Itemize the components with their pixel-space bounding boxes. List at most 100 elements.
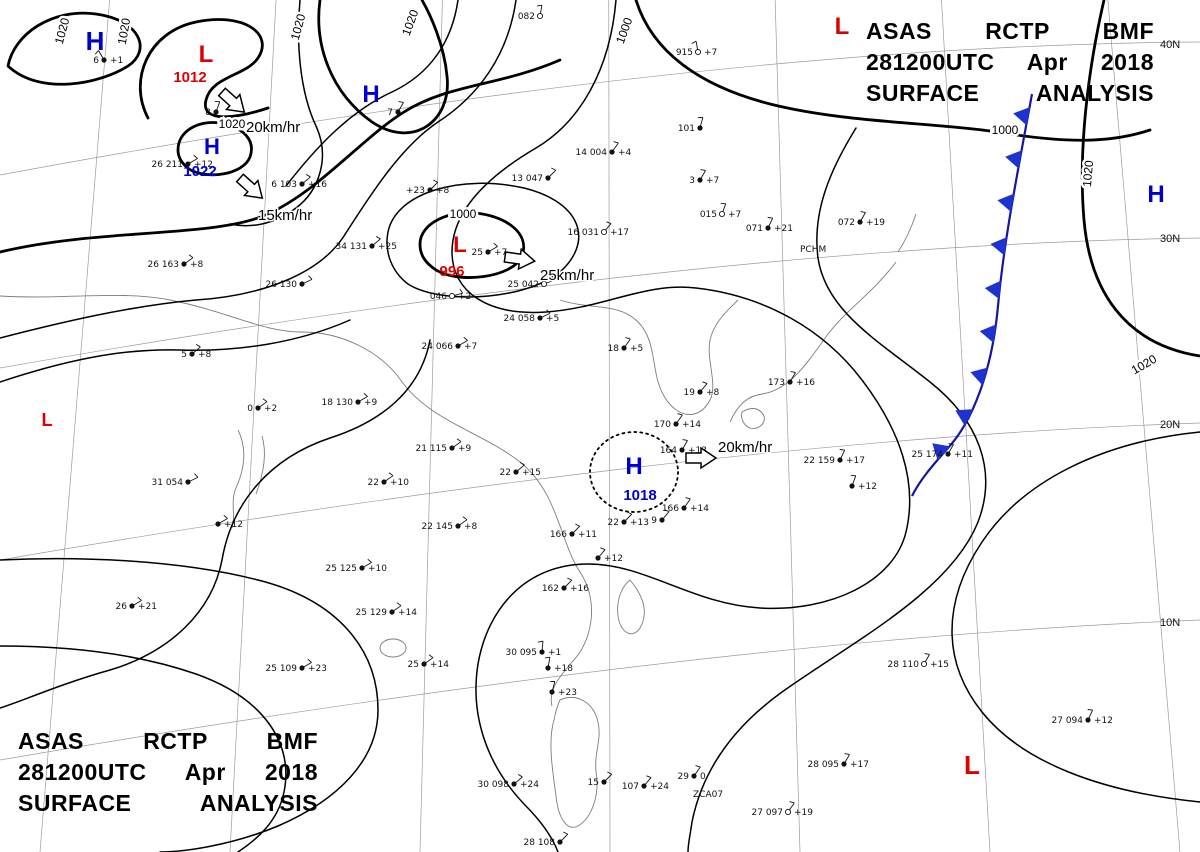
- station-circle: [181, 261, 187, 267]
- station-circle: [681, 505, 687, 511]
- station-circle: [395, 109, 401, 115]
- wind-barb-tick: [790, 371, 796, 373]
- station-plot: 25 109 +23: [266, 658, 327, 674]
- station-value: 164: [660, 446, 677, 456]
- wind-barb-tick: [550, 276, 555, 281]
- station-plot: 25 125 +10: [326, 558, 387, 574]
- station-value: +21: [138, 602, 157, 612]
- station-plot: 13 047: [512, 167, 557, 184]
- station-value: +15: [930, 660, 949, 670]
- station-value: 16 031: [568, 228, 600, 238]
- station-value: +14: [430, 660, 449, 670]
- isobar-1020-high-cell: [317, 0, 449, 135]
- station-circle: [448, 292, 456, 300]
- isobar-thin-3: [0, 0, 517, 339]
- pressure-center-value: 1018: [623, 487, 656, 504]
- wind-barb-tick: [194, 473, 199, 478]
- station-value: 22: [608, 518, 619, 528]
- station-value: 173: [768, 378, 785, 388]
- isobar-1000-west: [0, 58, 562, 254]
- station-value: +12: [604, 554, 623, 564]
- station-circle: [539, 649, 545, 655]
- station-circle: [129, 603, 135, 609]
- station-value: +12: [194, 160, 213, 170]
- station-value: +5: [546, 314, 559, 324]
- station-value: 26 130: [266, 280, 298, 290]
- station-circle: [945, 451, 951, 457]
- low-pressure-center: L: [199, 41, 214, 68]
- cold-front-triangle: [932, 443, 951, 461]
- wind-barb-tick: [398, 101, 404, 103]
- station-value: 6: [93, 56, 99, 66]
- station-plot: 24 066 +7: [422, 336, 477, 352]
- station-value: +17: [850, 760, 869, 770]
- station-plot: 25 042: [508, 276, 555, 290]
- high-pressure-center: H: [1147, 181, 1164, 208]
- wind-speed-label: 20km/hr: [718, 439, 772, 456]
- latitude-line: [0, 619, 1200, 761]
- station-circle: [920, 660, 928, 668]
- title-line-3: SURFACE ANALYSIS: [866, 80, 1154, 106]
- station-value: 166: [662, 504, 679, 514]
- station-plot: 3 +7: [689, 169, 719, 186]
- station-value: +8: [436, 186, 450, 196]
- station-value: 3: [689, 176, 695, 186]
- wind-barb-tick: [388, 472, 394, 477]
- wind-barb-tick: [685, 497, 691, 500]
- station-value: +13: [688, 446, 707, 456]
- station-circle: [600, 228, 608, 236]
- station-circle: [697, 125, 703, 131]
- isobar-label: 1020: [1129, 352, 1159, 378]
- station-value: +7: [464, 342, 477, 352]
- station-plot: 8: [205, 101, 221, 118]
- station-plot: 164 +13: [660, 439, 707, 456]
- station-circle: [679, 447, 685, 453]
- station-plot: 071 +21: [746, 217, 793, 234]
- isobar-label: 1020: [1080, 159, 1096, 187]
- station-circle: [455, 523, 461, 529]
- title-line-2: 281200UTC Apr 2018: [866, 49, 1154, 75]
- station-plot: 24 058 +5: [504, 309, 559, 324]
- high-pressure-center: H: [362, 81, 379, 108]
- station-value: +23: [558, 688, 577, 698]
- coastline-japan-north: [897, 213, 917, 253]
- station-circle: [641, 783, 647, 789]
- wind-barb-tick: [546, 309, 551, 314]
- station-circle: [101, 57, 107, 63]
- station-plot: 22 159 +17: [804, 449, 865, 466]
- station-value: 22 159: [804, 456, 836, 466]
- wind-barb-tick: [94, 50, 99, 55]
- station-value: 13 047: [512, 174, 544, 184]
- wind-barb-tick: [308, 275, 313, 280]
- wind-barb-tick: [536, 4, 542, 7]
- wind-barb-tick: [844, 753, 850, 755]
- longitude-line: [941, 0, 991, 852]
- latitude-label: 20N: [1160, 419, 1180, 431]
- wind-barb-tick: [363, 392, 368, 397]
- latitude-line: [0, 422, 1200, 561]
- station-value: 27 097: [752, 808, 784, 818]
- station-value: 28 108: [524, 838, 556, 848]
- station-circle: [536, 12, 544, 20]
- station-value: 24 066: [422, 342, 454, 352]
- wind-barb-tick: [700, 169, 706, 171]
- station-plot: 34 131 +25: [336, 235, 397, 252]
- station-value: 19: [684, 388, 696, 398]
- longitude-line: [608, 0, 611, 852]
- wind-barb-tick: [860, 211, 866, 213]
- isobar-label: 1020: [399, 7, 421, 37]
- station-value: 22: [368, 478, 379, 488]
- station-circle: [369, 243, 375, 249]
- station-value: +23: [308, 664, 327, 674]
- station-value: +14: [690, 504, 709, 514]
- wind-barb-tick: [551, 167, 556, 171]
- wind-barb-tick: [702, 381, 708, 384]
- station-plot: 21 115 +9: [416, 438, 472, 454]
- coastlines: [0, 213, 917, 828]
- station-plot: 28 110 +15: [888, 653, 949, 670]
- station-value: +4: [618, 148, 632, 158]
- station-value: +13: [630, 518, 649, 528]
- wind-barb-tick: [462, 516, 468, 521]
